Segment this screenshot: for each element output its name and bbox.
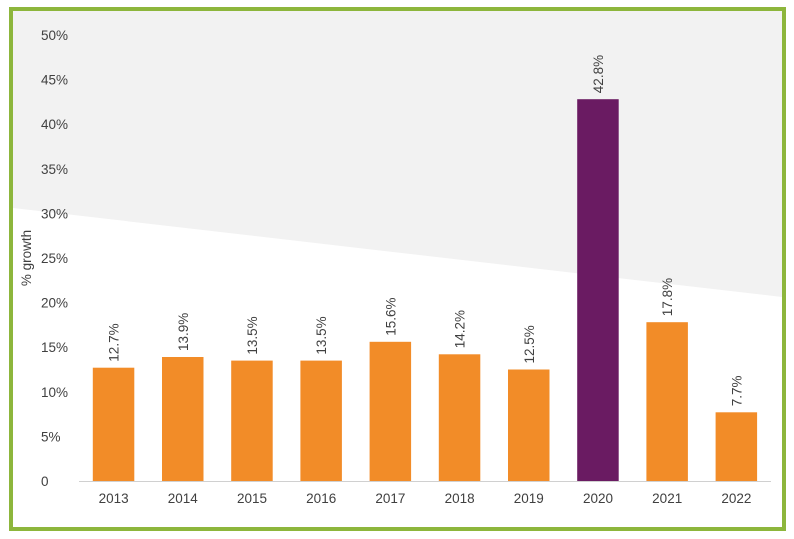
y-axis-title: % growth (19, 230, 34, 286)
bar-2015 (231, 360, 273, 481)
x-tick-label: 2019 (514, 491, 544, 506)
y-tick-label: 20% (41, 296, 68, 311)
data-label-2015: 13.5% (245, 316, 260, 354)
bars (92, 99, 758, 481)
bar-2019 (508, 369, 550, 481)
bar-chart: 0 5% 10% 15% 20% 25% 30% 35% 40% 45% 50% 12.7% 13.9… (13, 11, 782, 506)
x-axis: 2013 2014 2015 2016 2017 2018 2019 2020 2021 2022 (99, 491, 752, 506)
y-tick-label: 30% (41, 206, 68, 221)
x-tick-label: 2018 (445, 491, 475, 506)
bar-2014 (162, 357, 204, 481)
y-tick-label: 15% (41, 340, 68, 355)
x-tick-label: 2022 (721, 491, 751, 506)
y-tick-label: 45% (41, 73, 68, 88)
y-tick-label: 50% (41, 28, 68, 43)
y-axis: 0 5% 10% 15% 20% 25% 30% 35% 40% 45% 50% (41, 28, 68, 489)
y-tick-label: 35% (41, 162, 68, 177)
bar-2013 (92, 367, 135, 481)
data-label-2018: 14.2% (453, 310, 468, 348)
data-label-2020: 42.8% (591, 55, 606, 93)
x-tick-label: 2015 (237, 491, 267, 506)
x-tick-label: 2013 (99, 491, 129, 506)
x-tick-label: 2014 (168, 491, 199, 506)
background-band (13, 11, 782, 297)
x-tick-label: 2017 (375, 491, 405, 506)
data-label-2022: 7.7% (729, 376, 744, 407)
x-tick-label: 2021 (652, 491, 682, 506)
data-label-2021: 17.8% (660, 278, 675, 316)
bar-2017 (369, 341, 412, 481)
data-label-2019: 12.5% (522, 325, 537, 363)
y-tick-label: 40% (41, 117, 68, 132)
chart-frame: 0 5% 10% 15% 20% 25% 30% 35% 40% 45% 50% 12.7% 13.9… (9, 7, 786, 531)
bar-2021 (646, 322, 688, 481)
y-tick-label: 25% (41, 251, 68, 266)
bar-2022 (715, 412, 758, 481)
data-label-2016: 13.5% (314, 316, 329, 354)
bar-2020 (577, 99, 619, 481)
y-tick-label: 0 (41, 474, 49, 489)
y-tick-label: 5% (41, 429, 61, 444)
y-tick-label: 10% (41, 385, 68, 400)
data-label-2017: 15.6% (383, 298, 398, 336)
bar-2018 (438, 354, 481, 481)
data-labels: 12.7% 13.9% 13.5% 13.5% 15.6% 14.2% 12.5% 42.8%… (107, 55, 745, 406)
bar-2016 (300, 360, 342, 481)
x-tick-label: 2016 (306, 491, 336, 506)
x-tick-label: 2020 (583, 491, 613, 506)
data-label-2014: 13.9% (176, 313, 191, 351)
data-label-2013: 12.7% (107, 323, 122, 361)
